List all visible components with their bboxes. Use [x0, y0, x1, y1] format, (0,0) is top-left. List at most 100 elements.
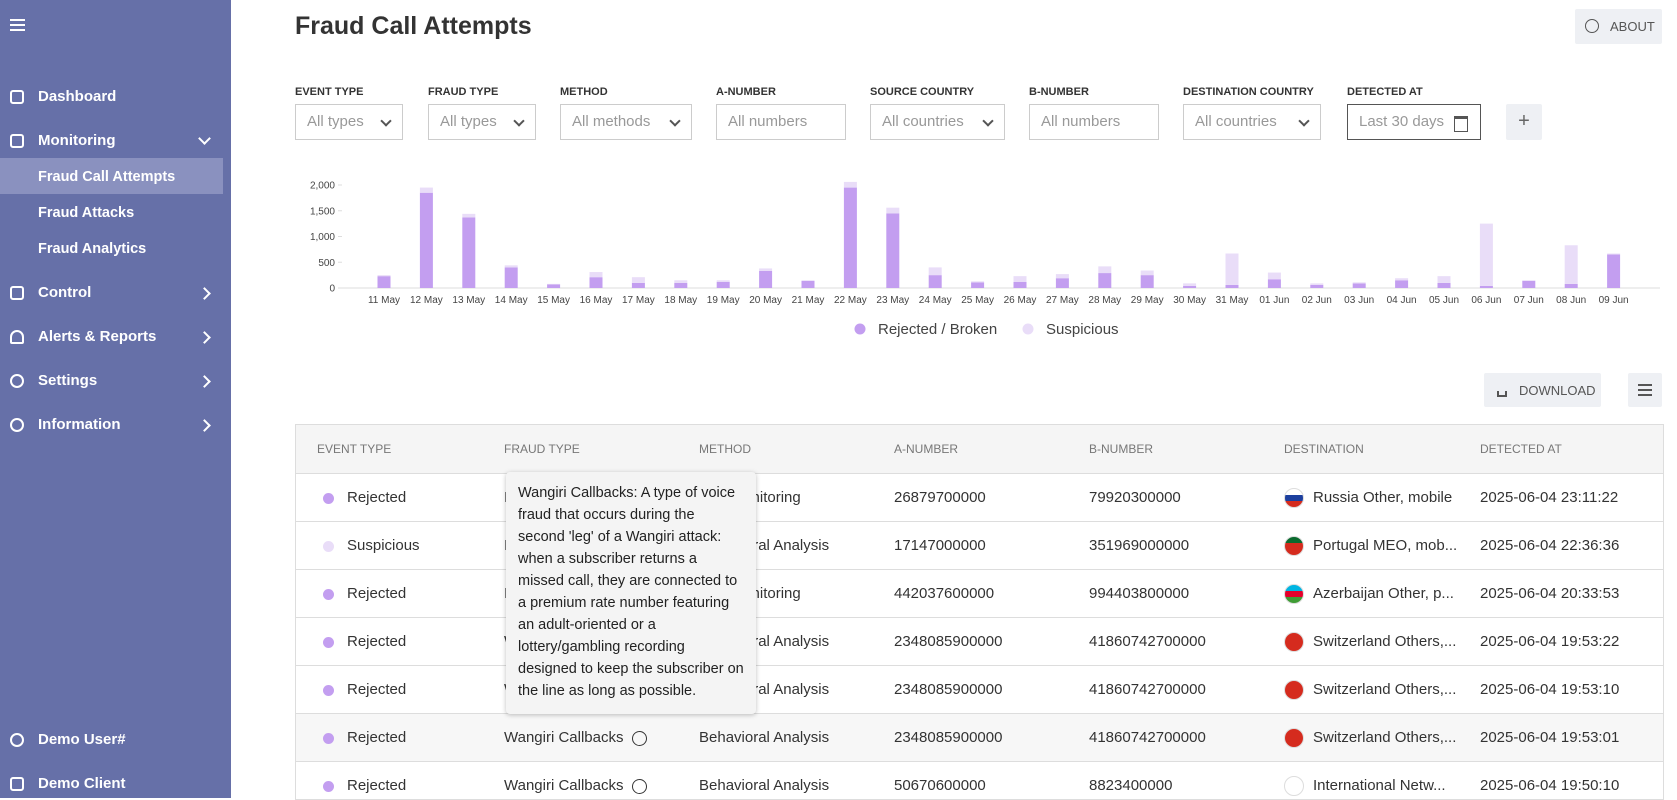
bar [801, 280, 815, 288]
bar [1267, 272, 1281, 280]
menu-item[interactable]: Information [38, 416, 121, 433]
filter-input[interactable]: All numbers [716, 104, 846, 140]
menu-item[interactable]: Alerts & Reports [38, 328, 157, 345]
download-button[interactable]: DOWNLOAD [1484, 373, 1601, 407]
bar [971, 281, 985, 283]
table-cell: 26879700000 [894, 489, 986, 506]
filter-input[interactable]: All numbers [1029, 104, 1159, 140]
bar [589, 272, 603, 278]
bar [1352, 282, 1366, 284]
column-header: DETECTED AT [1480, 442, 1562, 456]
filter-input[interactable]: Last 30 days [1347, 104, 1481, 140]
x-tick-label: 01 Jun [1259, 295, 1289, 306]
bar [1055, 278, 1069, 288]
table-row[interactable]: RejectedIRSFLive Monitoring2687970000079… [296, 473, 1663, 522]
bar [589, 277, 603, 288]
bar [843, 187, 857, 288]
button-label: DOWNLOAD [1519, 383, 1596, 398]
chevron [198, 419, 211, 432]
menu-item[interactable]: Fraud Attacks [38, 205, 135, 221]
bar [377, 276, 391, 288]
bar [1564, 245, 1578, 284]
icon [10, 330, 24, 344]
table-cell: 994403800000 [1089, 585, 1190, 602]
table-row[interactable]: SuspiciousIRSFBehavioral Analysis1714700… [296, 521, 1663, 570]
icon [10, 286, 24, 300]
placeholder: All methods [572, 113, 651, 130]
table-cell: Portugal MEO, mob... [1313, 537, 1458, 554]
menu-item[interactable]: Dashboard [38, 88, 117, 105]
bar [716, 280, 730, 282]
menu-item[interactable]: Fraud Call Attempts [38, 169, 176, 185]
legend-marker [854, 323, 866, 335]
bar [886, 207, 900, 214]
table-cell: Suspicious [347, 537, 420, 554]
bar [674, 280, 688, 283]
flag [1284, 536, 1304, 556]
y-tick-label: 1,000 [310, 232, 335, 243]
filter-input[interactable]: All types [428, 104, 536, 140]
columns-button[interactable] [1628, 373, 1662, 407]
bar [1437, 276, 1451, 283]
bar [547, 284, 561, 288]
flag [1284, 488, 1304, 508]
status-dot [323, 733, 334, 744]
placeholder: All countries [1195, 113, 1277, 130]
info-icon[interactable] [632, 779, 647, 794]
flag [1284, 680, 1304, 700]
info-icon[interactable] [632, 731, 647, 746]
client-name[interactable]: Demo Client [38, 775, 126, 792]
user-name[interactable]: Demo User# [38, 731, 126, 748]
bar [504, 267, 518, 288]
icon [1638, 384, 1652, 386]
filter-label: EVENT TYPE [295, 86, 364, 98]
table-cell: 17147000000 [894, 537, 986, 554]
filter-input[interactable]: All methods [560, 104, 692, 140]
chart: 0 500 1,000 1,500 2,000 11 May 12 May 13 May 14 … [310, 181, 1660, 338]
bar [1310, 283, 1324, 285]
bar [377, 275, 391, 277]
flag [1284, 584, 1304, 604]
sidebar: Dashboard Monitoring Fraud Call Attempts… [0, 0, 231, 798]
column-header: EVENT TYPE [317, 442, 392, 456]
table-cell: 8823400000 [1089, 777, 1173, 794]
status-dot [323, 493, 334, 504]
x-tick-label: 13 May [452, 295, 485, 306]
table-cell: Rejected [347, 585, 407, 602]
table-cell: Wangiri Callbacks [504, 777, 624, 794]
bar [1013, 281, 1027, 288]
x-tick-label: 05 Jun [1429, 295, 1459, 306]
table-row[interactable]: RejectedIRSFLive Monitoring4420376000009… [296, 569, 1663, 618]
add-filter-button[interactable]: + [1506, 104, 1542, 140]
menu-item[interactable]: Fraud Analytics [38, 241, 147, 257]
bar [1267, 279, 1281, 288]
x-tick-label: 14 May [495, 295, 528, 306]
x-tick-label: 07 Jun [1514, 295, 1544, 306]
filter-input[interactable]: All types [295, 104, 403, 140]
table-cell: Switzerland Others,... [1313, 729, 1457, 746]
filter-label: SOURCE COUNTRY [870, 86, 975, 98]
table-cell: Rejected [347, 681, 407, 698]
filter-label: DETECTED AT [1347, 86, 1423, 98]
bar [971, 282, 985, 288]
about-button[interactable]: ABOUT [1575, 9, 1662, 44]
bar [1013, 276, 1027, 282]
bar [1437, 282, 1451, 288]
table-cell: Behavioral Analysis [699, 777, 830, 794]
bar [1479, 285, 1493, 288]
menu-item[interactable]: Settings [38, 372, 98, 389]
x-tick-label: 06 Jun [1471, 295, 1501, 306]
table-cell: 41860742700000 [1089, 681, 1206, 698]
menu-item[interactable]: Monitoring [38, 132, 116, 149]
filter-label: A-NUMBER [716, 86, 776, 98]
x-tick-label: 02 Jun [1302, 295, 1332, 306]
filter-input[interactable]: All countries [1183, 104, 1321, 140]
filter-label: DESTINATION COUNTRY [1183, 86, 1314, 98]
filter-input[interactable]: All countries [870, 104, 1005, 140]
menu-item[interactable]: Control [38, 284, 92, 301]
menu-toggle[interactable] [10, 19, 25, 21]
